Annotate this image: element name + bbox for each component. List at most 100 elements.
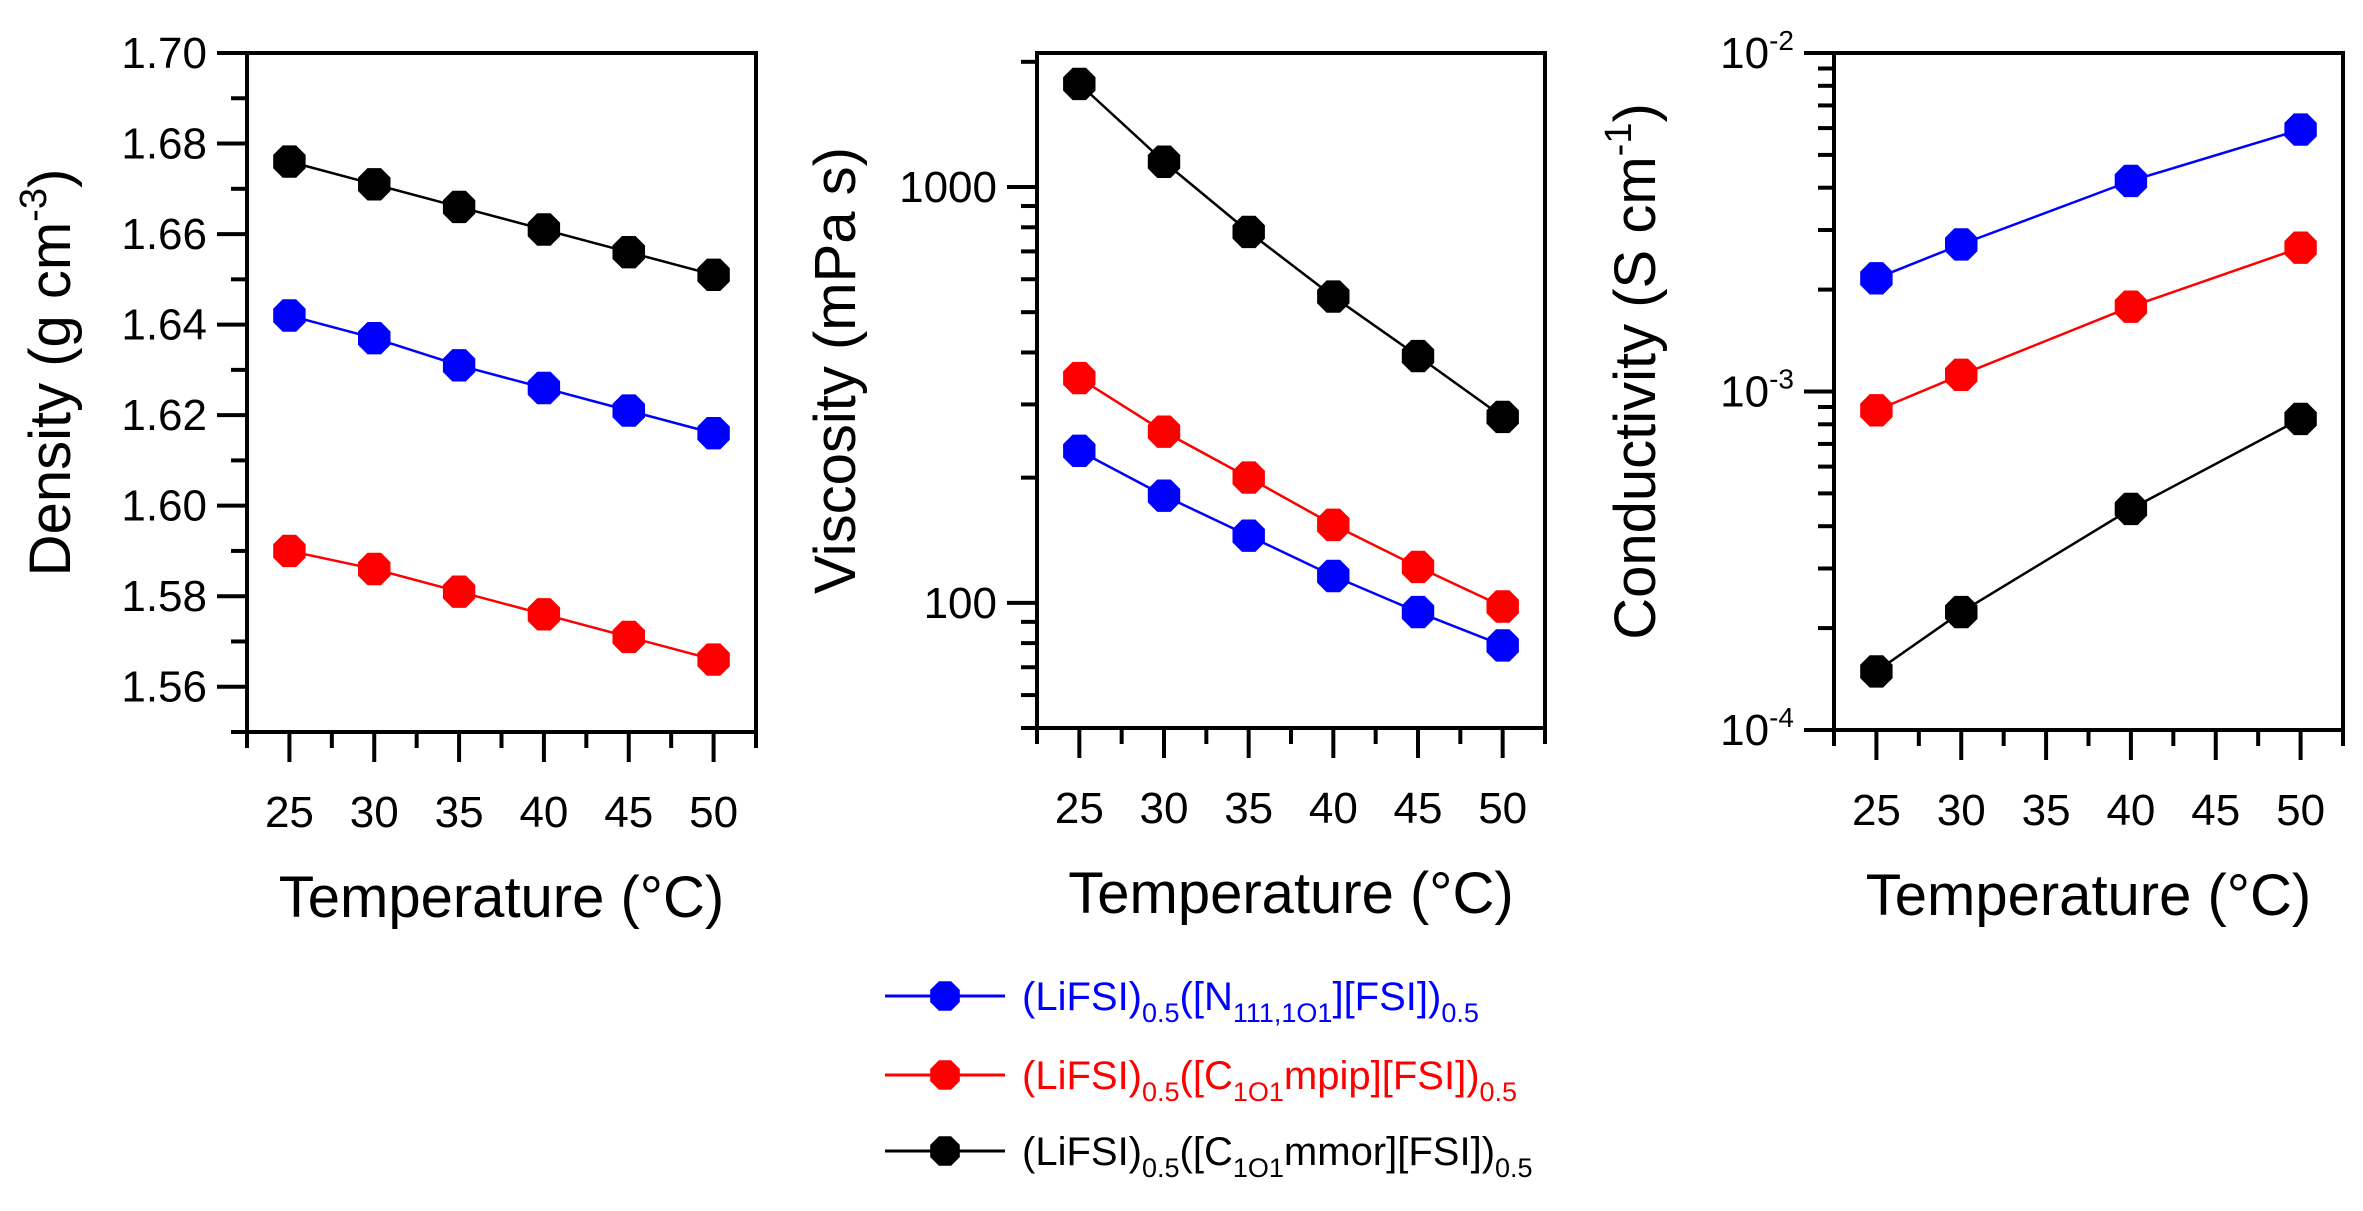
series-mpip: [1063, 361, 1519, 623]
series-mmor: [1860, 402, 2317, 688]
legend-label: (LiFSI)0.5([C1O1mmor][FSI])0.5: [1022, 1130, 1533, 1183]
data-point: [1945, 228, 1978, 261]
data-point: [1147, 479, 1181, 512]
series-n111: [273, 299, 730, 450]
series-line: [1078, 449, 1504, 647]
data-point: [358, 322, 391, 355]
data-point: [1317, 559, 1350, 593]
y-tick-label: 10-4: [1720, 702, 1794, 755]
data-point: [1401, 595, 1435, 629]
legend-label: (LiFSI)0.5([N111,1O1][FSI])0.5: [1022, 975, 1479, 1028]
x-tick-label: 35: [2022, 786, 2071, 835]
data-point: [2284, 402, 2317, 436]
data-point: [1063, 434, 1096, 467]
data-point: [1860, 394, 1893, 427]
series-n111: [1063, 434, 1519, 662]
y-tick-label: 1.64: [121, 301, 207, 350]
data-point: [1232, 461, 1265, 494]
series-mpip: [273, 534, 730, 676]
data-point: [1486, 400, 1519, 434]
x-tick-label: 45: [2191, 786, 2240, 835]
data-point: [1147, 415, 1181, 448]
series-line: [1875, 128, 2301, 280]
series-mpip: [1860, 231, 2317, 427]
data-point: [1401, 550, 1435, 584]
data-point: [1486, 629, 1519, 662]
data-point: [273, 145, 306, 178]
series-line: [1078, 377, 1504, 608]
x-tick-label: 40: [519, 788, 568, 837]
data-point: [442, 190, 476, 224]
legend-marker: [930, 981, 960, 1011]
legend-entry-mpip: (LiFSI)0.5([C1O1mpip][FSI])0.5: [885, 1054, 1517, 1107]
x-tick-label: 45: [1394, 784, 1443, 833]
data-point: [697, 643, 730, 676]
data-point: [273, 534, 306, 568]
plot-frame: [1832, 51, 2345, 732]
x-tick-label: 50: [2276, 786, 2325, 835]
data-point: [358, 552, 391, 586]
y-tick-label: 1.66: [121, 210, 207, 259]
y-tick-label: 1.68: [121, 120, 207, 169]
data-point: [1945, 595, 1978, 629]
x-axis-title: Temperature (°C): [279, 865, 724, 930]
data-point: [697, 417, 730, 450]
data-point: [527, 598, 561, 631]
data-point: [2114, 492, 2148, 526]
x-tick-label: 25: [1055, 784, 1104, 833]
y-tick-label: 1.58: [121, 572, 207, 621]
data-point: [1860, 655, 1893, 688]
series-line: [1875, 246, 2301, 412]
y-tick-label: 1.70: [121, 29, 207, 78]
plot-frame: [1035, 51, 1547, 730]
data-point: [1317, 508, 1350, 542]
data-point: [1232, 215, 1265, 249]
x-tick-label: 30: [1140, 784, 1189, 833]
x-tick-label: 30: [1937, 786, 1986, 835]
series-line: [289, 549, 714, 661]
data-point: [1486, 590, 1519, 623]
panels: 25 30 35 40 45 50 Temperature (°C) 1.56 1.58 1.60…: [13, 25, 2345, 930]
legend-marker: [930, 1136, 960, 1166]
y-tick-label: 1.56: [121, 663, 207, 712]
x-tick-label: 50: [689, 788, 738, 837]
data-point: [273, 299, 306, 332]
x-axis-title: Temperature (°C): [1866, 863, 2311, 928]
data-point: [2284, 113, 2317, 146]
x-tick-label: 25: [265, 788, 314, 837]
data-point: [697, 258, 730, 291]
data-point: [2284, 231, 2317, 264]
legend-entry-mmor: (LiFSI)0.5([C1O1mmor][FSI])0.5: [885, 1130, 1533, 1183]
y-tick-label: 1.60: [121, 482, 207, 531]
data-point: [1063, 361, 1096, 395]
data-point: [612, 394, 645, 427]
data-point: [1401, 339, 1435, 373]
series-line: [1875, 417, 2302, 673]
series-mmor: [273, 145, 730, 291]
y-tick-label: 1.62: [121, 391, 207, 440]
legend-marker: [930, 1060, 960, 1090]
y-axis-title: Density (g cm-3): [13, 169, 83, 577]
x-tick-label: 35: [435, 788, 484, 837]
x-tick-label: 50: [1478, 784, 1527, 833]
data-point: [527, 213, 561, 246]
data-point: [1945, 358, 1978, 391]
data-point: [1232, 519, 1265, 552]
data-point: [612, 620, 645, 654]
data-point: [527, 371, 561, 405]
panel-viscosity: 25 30 35 40 45 50 Temperature (°C) 100 1000 Visco…: [803, 51, 1547, 926]
y-tick-label: 10-2: [1720, 25, 1794, 78]
y-tick-label: 100: [924, 579, 997, 628]
data-point: [2114, 290, 2148, 323]
y-tick-label: 10-3: [1720, 364, 1794, 417]
series-line: [289, 314, 714, 435]
data-point: [442, 575, 476, 608]
series-line: [1078, 82, 1504, 418]
data-point: [1063, 67, 1096, 101]
data-point: [442, 349, 476, 382]
data-point: [1147, 145, 1181, 178]
plot-frame: [245, 51, 758, 734]
data-point: [2114, 164, 2148, 198]
data-point: [1317, 280, 1350, 313]
y-tick-label: 1000: [899, 163, 997, 212]
